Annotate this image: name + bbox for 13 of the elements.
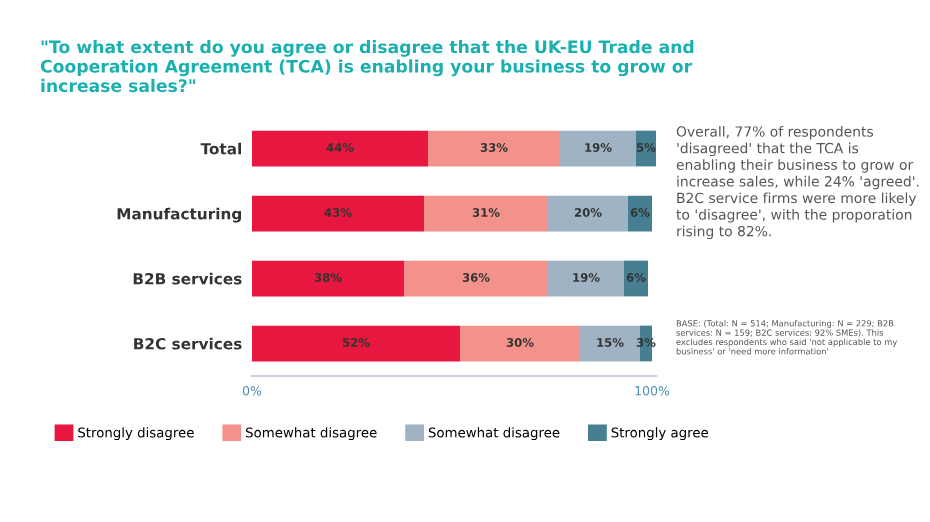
bar xyxy=(252,260,404,297)
bar xyxy=(404,260,548,297)
bar xyxy=(252,325,460,362)
bar xyxy=(548,260,624,297)
bar xyxy=(252,130,428,167)
chart-title: "To what extent do you agree or disagree that the UK-EU Trade and Cooperation Agreement (TCA) is enabling your business to grow or increase sales?" xyxy=(40,40,694,93)
bar xyxy=(460,325,580,362)
bar xyxy=(560,130,636,167)
bar xyxy=(428,130,560,167)
bar xyxy=(424,195,548,232)
bar xyxy=(580,325,640,362)
bar xyxy=(252,195,424,232)
bar xyxy=(548,195,628,232)
